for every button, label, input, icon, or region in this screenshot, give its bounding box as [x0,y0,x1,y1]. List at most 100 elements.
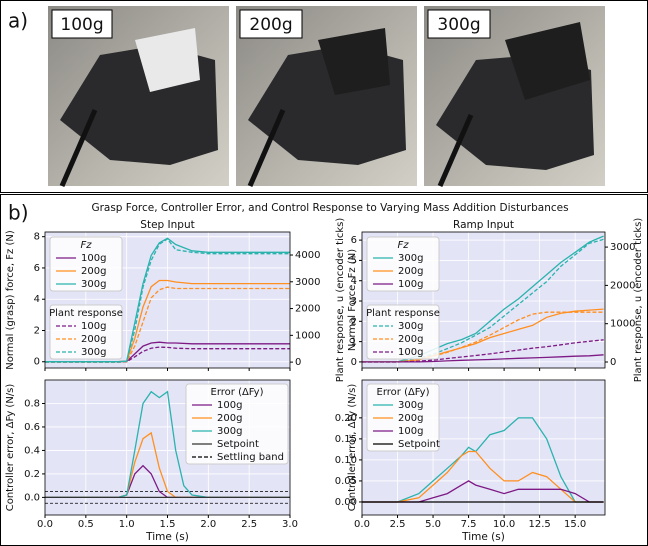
y2-tick-label: 2000 [610,280,635,291]
y2-tick-label: 1000 [295,330,320,341]
legend-title: Fz [397,240,409,251]
y-tick-label: 4 [351,276,357,287]
y-tick-label: 4 [34,294,40,305]
legend-box [366,304,440,360]
legend-box [366,236,440,292]
y-tick-label: 0.00 [335,497,357,508]
y-tick-label: 0.05 [335,476,357,487]
y-tick-label: 0.6 [24,422,40,433]
panel-label: b) [8,201,29,225]
series-line [362,311,604,363]
x-tick-label: 2.5 [241,519,257,530]
series-line [362,417,604,503]
legend-title: Fz [80,240,92,251]
y-tick-label: 0.0 [24,492,40,503]
y-tick-label: 0.20 [335,413,357,424]
legend-label: 100g [81,321,106,332]
y-tick-label: 2 [34,325,40,336]
legend-label: 300g [398,400,423,411]
y-axis-label: Normal Force, Fz (N) [347,249,358,351]
x-tick-label: 0.5 [78,519,94,530]
legend-label: 200g [398,413,423,424]
legend-box [366,383,440,452]
x-tick-label: 5.0 [425,519,441,530]
y-axis-label: Controller error, ΔFy (N/s) [5,384,16,512]
series-line [362,339,604,363]
legend-label: 100g [398,347,423,358]
photo: 200g [236,6,417,187]
y2-tick-label: 1000 [610,319,635,330]
axes-frame [44,231,291,369]
y2-tick-label: 3000 [610,242,635,253]
x-tick-label: 3.0 [282,519,298,530]
y-tick-label: 5 [351,255,357,266]
axes-frame [361,379,606,516]
y-tick-label: 6 [351,235,357,246]
subplot-title: Ramp Input [453,219,514,231]
legend-label: 200g [81,334,106,345]
y-axis-label: Controller error, ΔFy (N/s) [347,384,358,512]
legend-box [49,236,123,292]
legend-title: Plant response [49,308,123,319]
legend-label: 300g [217,426,242,437]
y-tick-label: 0 [34,357,40,368]
y-axis-label: Normal (grasp) force, Fz (N) [5,230,16,370]
y2-axis-label: Plant response, u (encoder ticks) [335,218,346,383]
axes-frame [361,231,606,369]
y-tick-label: 8 [34,232,40,243]
x-tick-label: 0.0 [354,519,370,530]
y-tick-label: 0.10 [335,455,357,466]
x-tick-label: 1.5 [160,519,176,530]
legend-label: Settling band [217,452,284,463]
y-tick-label: 6 [34,263,40,274]
x-tick-label: 7.5 [461,519,477,530]
y2-tick-label: 4000 [295,250,320,261]
figure-title: Grasp Force, Controller Error, and Contr… [91,202,568,214]
legend-label: 300g [398,253,423,264]
x-axis-label: Time (s) [461,531,505,543]
legend-label: 200g [398,334,423,345]
x-axis-label: Time (s) [145,531,189,543]
y-tick-label: 3 [351,296,357,307]
legend-label: 100g [398,426,423,437]
legend-label: Setpoint [217,439,259,450]
x-tick-label: 10.0 [493,519,515,530]
y-tick-label: 2 [351,316,357,327]
photo: 100g [48,6,229,187]
y2-tick-label: 2000 [295,304,320,315]
y-tick-label: 0.8 [24,398,40,409]
y2-axis-label: Plant response, u (encoder ticks) [633,218,644,383]
photo-label: 100g [60,15,103,35]
y-tick-label: 0.2 [24,469,40,480]
photo-label: 300g [437,15,480,35]
legend-title: Error (ΔFy) [211,387,264,398]
legend-box [49,304,123,360]
photo: 300g [424,6,605,188]
x-tick-label: 12.5 [528,519,550,530]
series-line [362,354,604,363]
series-line [362,480,604,503]
x-tick-label: 1.0 [119,519,135,530]
x-tick-label: 15.0 [564,519,586,530]
y-tick-label: 0 [351,357,357,368]
legend-title: Plant response [366,308,440,319]
series-line [362,450,604,503]
x-tick-label: 2.5 [390,519,406,530]
axes-frame [44,379,291,516]
legend-label: 200g [81,266,106,277]
x-tick-label: 0.0 [37,519,53,530]
legend-label: 100g [398,279,423,290]
y-tick-label: 1 [351,337,357,348]
y2-tick-label: 0 [610,357,616,368]
y2-tick-label: 3000 [295,277,320,288]
legend-label: 100g [217,400,242,411]
legend-label: 200g [398,266,423,277]
legend-label: 300g [81,347,106,358]
x-tick-label: 2.0 [200,519,216,530]
y-tick-label: 0.4 [24,445,40,456]
legend-label: 300g [398,321,423,332]
legend-label: Setpoint [398,439,440,450]
y-tick-label: 0.15 [335,434,357,445]
panel-label: a) [8,9,28,33]
